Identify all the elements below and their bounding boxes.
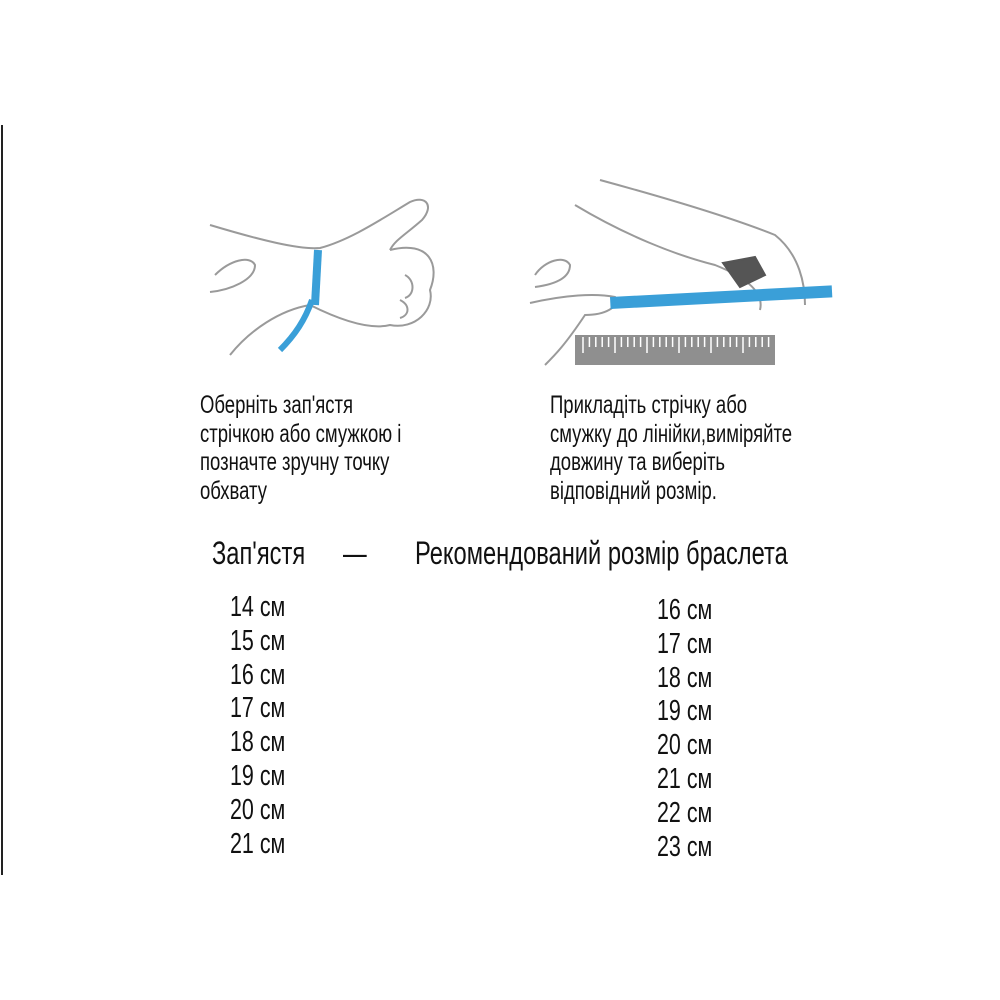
step-2-line: Прикладіть стрічку або	[550, 391, 748, 419]
header-bracelet-size: Рекомендований розмір браслета	[415, 535, 788, 571]
tape-strip	[610, 285, 833, 309]
step-1-line: Оберніть зап'ястя	[200, 391, 354, 419]
left-border-line	[1, 125, 3, 875]
wrist-size: 21 см	[230, 827, 286, 860]
wrist-size: 19 см	[230, 759, 286, 792]
wrist-size: 15 см	[230, 624, 286, 657]
bracelet-size: 19 см	[657, 695, 713, 728]
bracelet-size: 20 см	[657, 729, 713, 762]
fist-outline	[229, 246, 435, 356]
bracelet-size: 17 см	[657, 627, 713, 660]
wrist-size: 14 см	[230, 591, 286, 623]
wrist-size: 16 см	[230, 658, 286, 691]
wrist-wrap-illustration	[209, 198, 435, 356]
step-1-text: Оберніть зап'ястя стрічкою або смужкою і…	[200, 391, 401, 505]
wrist-size: 18 см	[230, 726, 286, 759]
step-1-line: позначте зручну точку	[200, 448, 390, 476]
ruler	[575, 335, 775, 365]
step-1-line: обхвату	[200, 476, 267, 505]
step-2-line: довжину та виберіть	[550, 448, 726, 476]
bracelet-size: 18 см	[657, 661, 713, 694]
wrist-size: 17 см	[230, 692, 286, 725]
bracelet-size: 22 см	[657, 796, 713, 829]
wrist-size: 20 см	[230, 793, 286, 826]
bracelet-size: 21 см	[657, 762, 713, 795]
bracelet-size: 16 см	[657, 594, 713, 626]
fingernail-shadow	[721, 255, 767, 289]
step-2-line: смужку до лінійки,виміряйте	[550, 419, 793, 448]
bracelet-size-column: 16 см 17 см 18 см 19 см 20 см 21 см 22 см 23 см	[657, 594, 712, 864]
thumb-finger-outline	[209, 258, 257, 293]
wrist-size-column: 14 см 15 см 16 см 17 см 18 см 19 см 20 см 21 см	[230, 591, 285, 861]
ruler-measure-illustration	[529, 179, 833, 366]
step-2-line: відповідний розмір.	[550, 476, 717, 505]
tape-band	[311, 249, 322, 306]
header-dash: —	[343, 535, 367, 571]
arm-outline	[209, 198, 429, 251]
step-2-text: Прикладіть стрічку або смужку до лінійки…	[550, 391, 792, 505]
bracelet-size: 23 см	[657, 830, 713, 863]
header-wrist: Зап'ястя	[212, 535, 306, 571]
tape-end	[277, 298, 315, 353]
step-1-line: стрічкою або смужкою і	[200, 419, 402, 448]
